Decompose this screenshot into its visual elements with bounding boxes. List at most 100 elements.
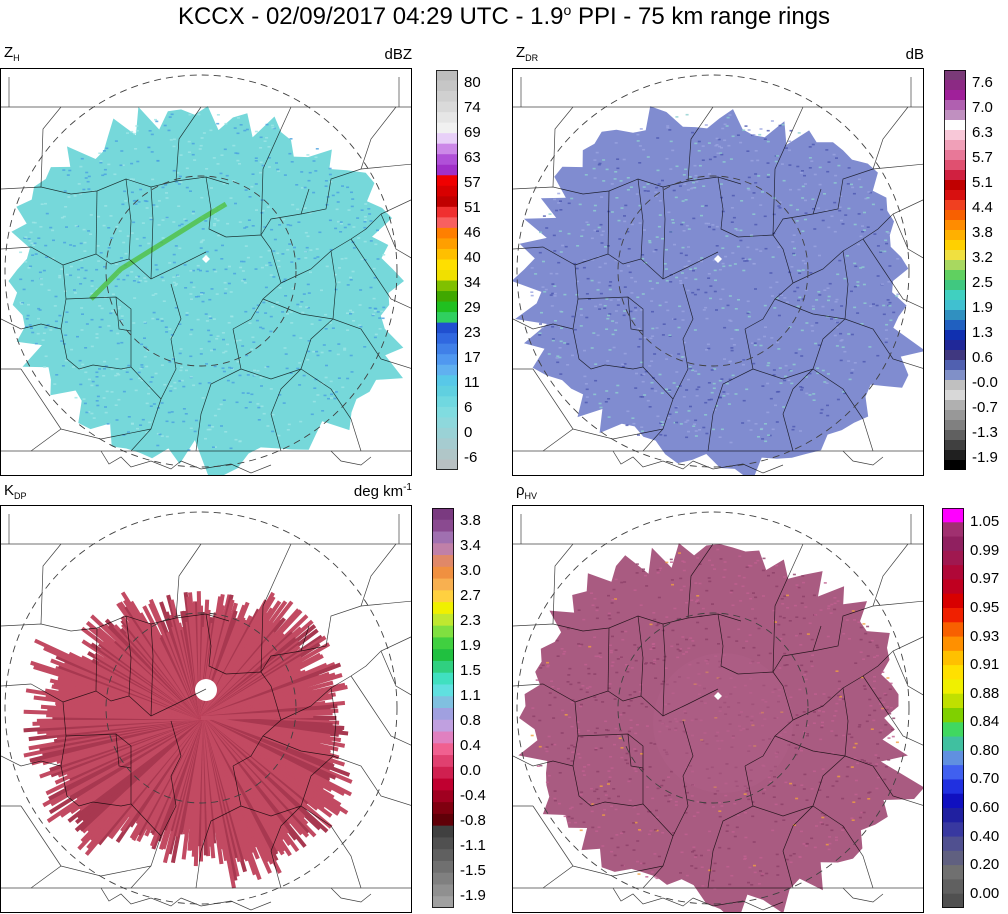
echo-speckle <box>669 231 673 233</box>
echo-speckle <box>788 326 792 328</box>
echo-speckle <box>711 806 715 808</box>
echo-speckle <box>560 732 564 734</box>
echo-speckle <box>259 256 263 258</box>
echo-speckle <box>656 623 660 625</box>
echo-speckle <box>241 345 245 347</box>
zh-radar-map[interactable] <box>0 68 412 476</box>
echo-speckle <box>552 234 556 237</box>
echo-speckle <box>744 125 748 127</box>
echo-speckle <box>803 674 807 676</box>
echo-speckle <box>328 350 332 352</box>
echo-speckle <box>92 417 96 419</box>
echo-speckle <box>651 643 655 646</box>
echo-speckle <box>762 792 765 795</box>
echo-speckle <box>81 313 84 315</box>
echo-speckle <box>374 243 378 246</box>
county-line <box>240 805 302 817</box>
echo-speckle <box>799 632 802 635</box>
echo-speckle <box>157 224 161 226</box>
echo-speckle <box>723 358 726 360</box>
county-line <box>150 186 154 280</box>
echo-speckle <box>296 367 300 370</box>
echo-speckle <box>570 701 574 704</box>
echo-speckle <box>322 344 326 346</box>
echo-speckle <box>168 328 172 330</box>
echo-speckle <box>210 288 214 290</box>
county-line <box>350 675 411 746</box>
colorbar-tick-label: 0.8 <box>460 711 481 729</box>
echo-speckle <box>653 853 657 855</box>
echo-speckle <box>597 693 601 696</box>
echo-speckle <box>766 176 770 178</box>
echo-speckle <box>275 162 278 164</box>
echo-speckle <box>616 304 620 306</box>
echo-speckle <box>656 572 660 574</box>
kdp-radial <box>200 714 314 720</box>
echo-speckle <box>206 428 210 431</box>
echo-speckle <box>817 344 821 346</box>
echo-speckle <box>866 655 870 657</box>
echo-speckle <box>817 714 821 717</box>
echo-speckle <box>854 779 858 782</box>
echo-speckle <box>705 432 709 435</box>
echo-speckle <box>363 226 367 229</box>
echo-speckle <box>741 585 745 588</box>
echo-speckle <box>620 864 624 867</box>
echo-speckle <box>804 670 808 673</box>
echo-speckle <box>114 285 118 288</box>
echo-speckle <box>102 397 106 399</box>
echo-speckle <box>642 148 646 151</box>
echo-speckle <box>735 229 739 231</box>
echo-speckle <box>619 180 623 182</box>
zdr-unit-text: dB <box>905 46 924 63</box>
echo-speckle <box>165 435 169 438</box>
echo-speckle <box>350 191 353 194</box>
county-line <box>513 318 574 330</box>
echo-speckle <box>144 346 148 349</box>
zdr-radar-map[interactable] <box>512 68 924 476</box>
colorbar-swatch <box>432 719 454 733</box>
echo-speckle <box>194 419 198 422</box>
echo-speckle <box>674 800 678 803</box>
echo-speckle <box>794 352 798 354</box>
echo-speckle <box>332 390 336 392</box>
echo-speckle <box>739 141 743 144</box>
echo-speckle <box>80 307 84 309</box>
echo-speckle <box>607 797 611 800</box>
echo-speckle <box>725 830 729 832</box>
enhanced-reflectivity-band <box>89 201 228 301</box>
echo-speckle <box>836 600 840 602</box>
echo-speckle <box>570 725 574 728</box>
echo-speckle <box>865 720 869 723</box>
county-line <box>300 625 310 652</box>
echo-speckle <box>308 212 312 214</box>
county-line <box>772 543 804 673</box>
county-line <box>892 213 923 259</box>
echo-speckle <box>96 245 100 247</box>
echo-speckle <box>700 257 704 259</box>
echo-speckle <box>133 297 137 299</box>
rhohv-radar-map[interactable] <box>512 505 924 913</box>
echo-speckle <box>539 323 542 325</box>
echo-speckle <box>747 881 750 884</box>
echo-speckle <box>243 282 247 284</box>
echo-speckle <box>835 345 839 347</box>
echo-speckle <box>214 249 218 252</box>
echo-speckle <box>548 692 552 694</box>
echo-speckle <box>545 227 549 229</box>
echo-speckle <box>266 365 270 368</box>
kdp-radar-map[interactable] <box>0 505 412 913</box>
echo-speckle <box>668 129 672 131</box>
county-line <box>513 683 644 807</box>
echo-speckle <box>252 341 256 343</box>
echo-speckle <box>881 671 885 673</box>
echo-speckle <box>658 304 662 307</box>
zh-unit: dBZ <box>352 46 412 63</box>
county-line <box>774 735 846 757</box>
echo-speckle <box>815 299 819 301</box>
echo-speckle <box>584 401 588 404</box>
echo-speckle <box>553 743 557 746</box>
echo-speckle <box>149 381 153 383</box>
echo-speckle <box>840 305 844 307</box>
echo-speckle <box>747 315 751 318</box>
